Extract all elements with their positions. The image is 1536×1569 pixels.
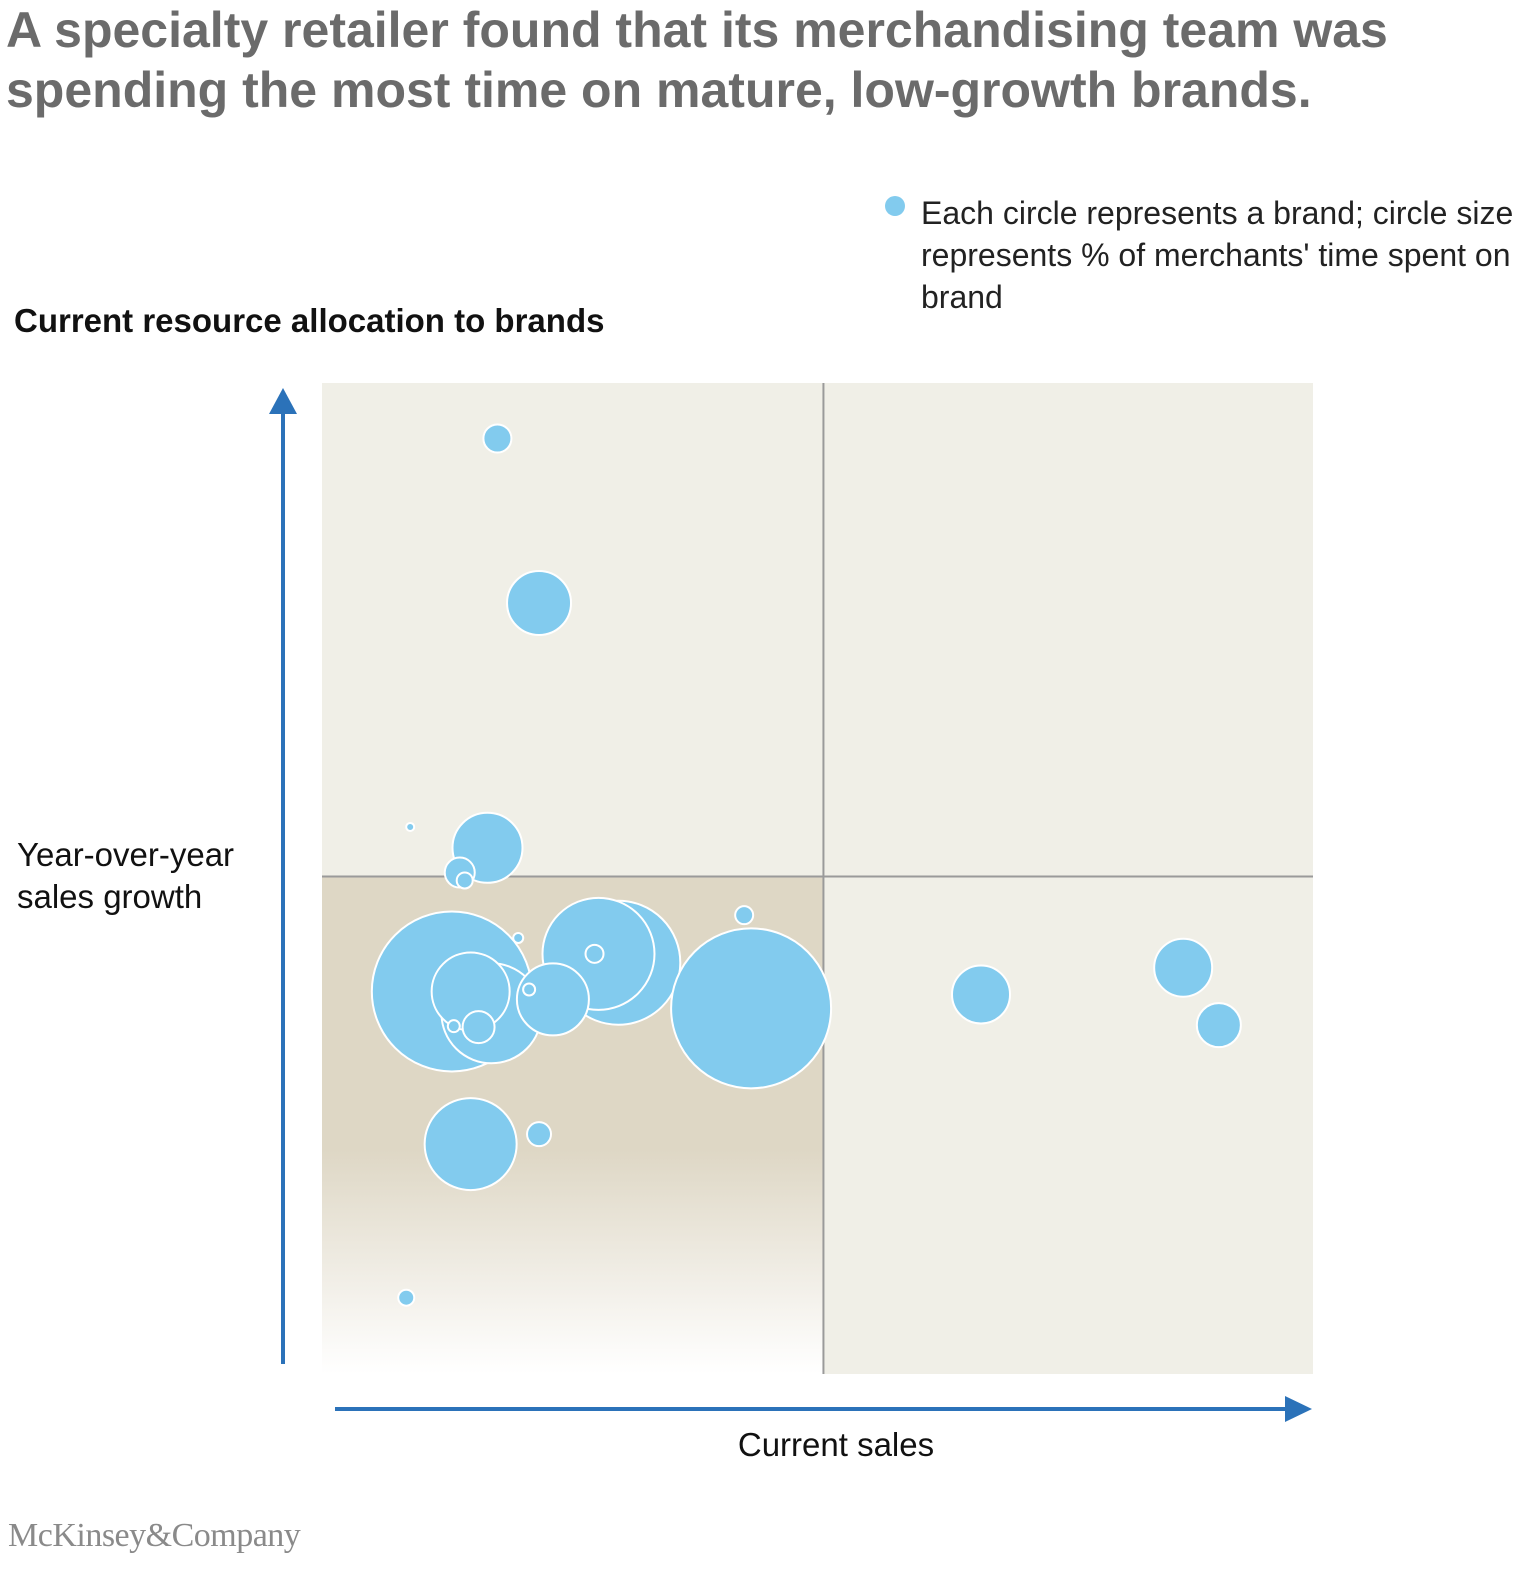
brand-bubble-8 <box>734 905 755 926</box>
brand-bubble-6 <box>455 871 474 890</box>
y-axis-arrowhead <box>269 388 297 414</box>
x-axis-label: Current sales <box>737 1426 935 1463</box>
mckinsey-logo: McKinsey&Company <box>8 1517 301 1554</box>
brand-bubble-25 <box>397 1288 416 1307</box>
brand-bubble-7 <box>512 931 525 944</box>
brand-bubble-3 <box>405 821 416 832</box>
headline: A specialty retailer found that its merc… <box>6 2 1388 118</box>
brand-bubble-15 <box>515 962 590 1037</box>
brand-bubble-18 <box>446 1019 461 1034</box>
brand-bubble-17 <box>461 1010 496 1045</box>
brand-bubble-20 <box>951 964 1012 1025</box>
brand-bubble-16 <box>522 982 537 997</box>
brand-bubble-19 <box>670 927 833 1090</box>
chart-title: Current resource allocation to brands <box>14 302 605 339</box>
brand-bubble-22 <box>1195 1002 1242 1049</box>
bubbles <box>370 423 1242 1307</box>
brand-bubble-2 <box>506 570 573 637</box>
brand-bubble-24 <box>526 1121 553 1148</box>
brand-bubble-21 <box>1153 937 1214 998</box>
brand-bubble-14 <box>584 943 605 964</box>
legend-text: Each circle represents a brand; circle s… <box>921 195 1514 315</box>
y-axis-label: Year-over-year sales growth <box>17 836 235 915</box>
x-axis-arrowhead <box>1285 1396 1312 1422</box>
brand-bubble-23 <box>423 1097 518 1192</box>
brand-bubble-1 <box>482 423 513 454</box>
legend-marker <box>885 196 905 216</box>
